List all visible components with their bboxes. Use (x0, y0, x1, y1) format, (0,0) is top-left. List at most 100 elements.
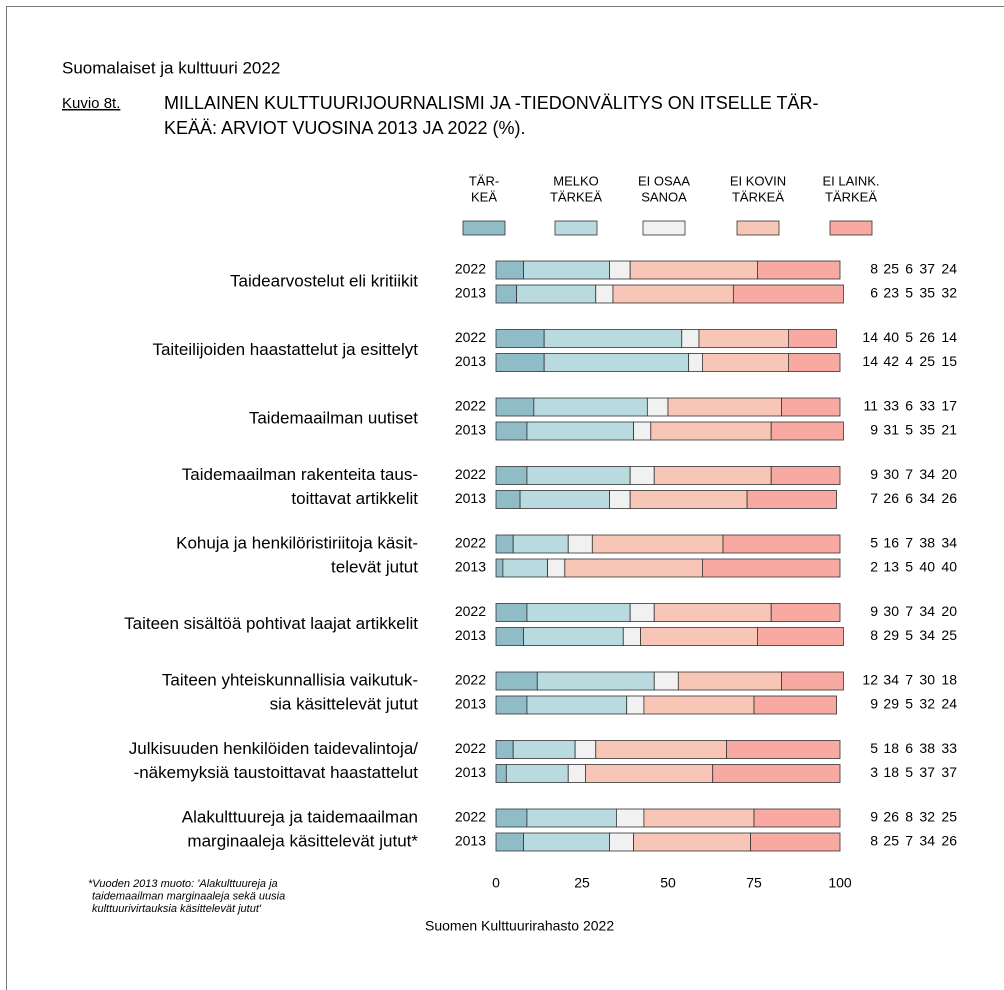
value-label: 6 (905, 490, 913, 506)
value-label: 15 (941, 353, 957, 369)
value-label: 5 (870, 535, 878, 551)
bar-segment (750, 832, 841, 852)
value-label: 29 (883, 696, 899, 712)
bar-segment (543, 329, 683, 348)
value-label: 33 (919, 398, 935, 414)
bar-segment (585, 764, 714, 783)
legend-swatch (829, 220, 873, 236)
bar-segment (495, 490, 521, 509)
value-label: 33 (941, 740, 957, 756)
year-label: 2013 (455, 764, 486, 780)
bar-segment (781, 671, 844, 691)
figure-label: Kuvio 8t. (62, 95, 120, 112)
bar-segment (523, 260, 610, 280)
x-tick-label: 25 (574, 875, 590, 891)
category-label: Kohuja ja henkilöristiriitoja käsit- (176, 533, 418, 552)
year-label: 2022 (455, 672, 486, 688)
bar-segment (574, 740, 597, 759)
bar-segment (640, 627, 758, 646)
value-label: 32 (941, 285, 957, 301)
legend-label: TÄRKEÄ (732, 189, 784, 204)
bar-segment (633, 421, 652, 441)
value-label: 40 (883, 329, 899, 345)
bar-segment (770, 466, 841, 485)
value-label: 34 (941, 535, 957, 551)
bar-segment (612, 284, 734, 304)
bar-segment (781, 397, 841, 417)
value-label: 8 (870, 833, 878, 849)
year-label: 2022 (455, 809, 486, 825)
category-label: Taiteilijoiden haastattelut ja esittelyt (152, 340, 418, 359)
bar-segment (495, 740, 514, 759)
bar-segment (702, 558, 841, 578)
bar-segment (595, 740, 727, 759)
bar-segment (609, 490, 631, 509)
year-label: 2022 (455, 398, 486, 414)
value-label: 34 (919, 627, 935, 643)
value-label: 20 (941, 603, 957, 619)
value-label: 5 (905, 285, 913, 301)
bar-segment (595, 284, 614, 304)
value-label: 18 (883, 740, 899, 756)
value-label: 17 (941, 398, 957, 414)
bar-segment (526, 603, 631, 622)
legend-label: EI OSAA (638, 173, 690, 188)
bar-segment (526, 466, 631, 485)
year-label: 2013 (455, 353, 486, 369)
bar-segment (536, 671, 655, 691)
bar-segment (495, 534, 514, 554)
value-label: 38 (919, 535, 935, 551)
bar-segment (495, 627, 524, 646)
legend-swatch (642, 220, 686, 236)
value-label: 42 (883, 353, 899, 369)
x-tick-label: 50 (660, 875, 676, 891)
bar-segment (702, 353, 789, 372)
bar-segment (609, 832, 635, 852)
value-label: 37 (919, 261, 935, 277)
value-label: 30 (919, 672, 935, 688)
bar-segment (788, 329, 837, 348)
bar-segment (495, 832, 524, 852)
value-label: 26 (883, 490, 899, 506)
source: Suomen Kulttuurirahasto 2022 (425, 918, 614, 934)
value-label: 24 (941, 696, 957, 712)
year-label: 2022 (455, 261, 486, 277)
legend-label: MELKO (553, 173, 599, 188)
value-label: 4 (905, 353, 913, 369)
value-label: 35 (919, 285, 935, 301)
value-label: 26 (919, 329, 935, 345)
bar-segment (626, 695, 645, 715)
value-label: 25 (919, 353, 935, 369)
legend-label: EI KOVIN (730, 173, 786, 188)
year-label: 2022 (455, 603, 486, 619)
bar-segment (722, 534, 841, 554)
bar-segment (502, 558, 549, 578)
value-label: 8 (870, 627, 878, 643)
legend-label: EI LAINK. (822, 173, 879, 188)
value-label: 9 (870, 466, 878, 482)
year-label: 2022 (455, 740, 486, 756)
bar-segment (495, 284, 518, 304)
value-label: 23 (883, 285, 899, 301)
value-label: 34 (883, 672, 899, 688)
bar-segment (519, 490, 610, 509)
value-label: 16 (883, 535, 899, 551)
value-label: 37 (941, 764, 957, 780)
value-label: 30 (883, 603, 899, 619)
legend-label: KEÄ (471, 189, 497, 204)
bar-segment (495, 695, 528, 715)
value-label: 26 (941, 490, 957, 506)
x-tick-label: 0 (492, 875, 500, 891)
value-label: 9 (870, 696, 878, 712)
value-label: 3 (870, 764, 878, 780)
value-label: 21 (941, 422, 957, 438)
value-label: 5 (905, 422, 913, 438)
value-label: 5 (905, 764, 913, 780)
bar-segment (495, 397, 535, 417)
value-label: 26 (941, 833, 957, 849)
value-label: 11 (863, 398, 878, 414)
value-label: 34 (919, 833, 935, 849)
value-label: 31 (883, 422, 899, 438)
bar-segment (616, 808, 645, 828)
x-tick-label: 75 (746, 875, 762, 891)
